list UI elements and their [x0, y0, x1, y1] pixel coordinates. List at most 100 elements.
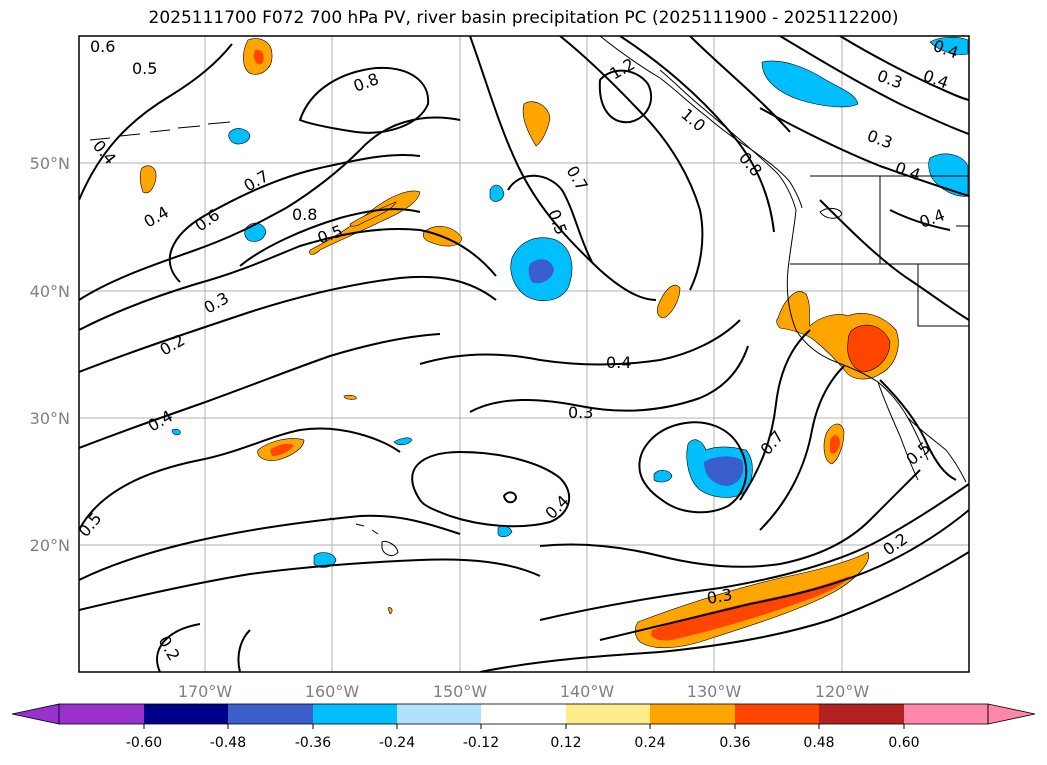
pv-contour [638, 421, 748, 514]
precip-blob [228, 128, 251, 145]
pv-contour [502, 491, 518, 504]
hawaii-islands [329, 517, 399, 556]
pv-contour [79, 227, 497, 331]
pv-contour [619, 36, 775, 233]
lat-label-50n: 50°N [30, 154, 70, 173]
colorbar-segment [397, 704, 481, 724]
contour-label: 0.6 [90, 37, 115, 56]
precip-blob [847, 324, 891, 373]
state-border [917, 264, 969, 327]
precip-blob [270, 443, 294, 456]
colorbar-segment [228, 704, 313, 724]
colorbar-tick-label: 0.36 [719, 735, 750, 751]
pv-contours [79, 36, 969, 672]
colorbar-segment [566, 704, 650, 724]
pv-contour [539, 469, 921, 568]
lon-label-150w: 150°W [433, 682, 488, 701]
lon-label-130w: 130°W [687, 682, 742, 701]
coastlines [89, 36, 969, 556]
colorbar-tick-label: 0.12 [550, 735, 581, 751]
longitude-labels: 170°W 160°W 150°W 140°W 130°W 120°W [178, 682, 870, 701]
precip-blob [830, 435, 840, 454]
coastline-baja [877, 381, 919, 481]
colorbar-min-extend [11, 703, 60, 725]
precip-blob [139, 165, 157, 194]
contour-label: 0.3 [568, 403, 593, 422]
pv-contour [759, 107, 969, 197]
coastline-bc [659, 69, 797, 211]
coastline-alaska-panhandle [599, 36, 803, 209]
colorbar-segment [481, 704, 566, 724]
precip-blob [522, 101, 551, 147]
pv-contour [559, 36, 704, 291]
colorbar-segment [313, 704, 397, 724]
colorbar-frame [58, 703, 989, 725]
pv-contour [79, 333, 441, 449]
pv-contour [168, 153, 421, 283]
pv-contour [79, 275, 497, 373]
pv-contour [779, 36, 969, 135]
precip-blob [489, 184, 505, 202]
colorbar-tick-label: -0.24 [379, 735, 415, 751]
colorbar-segment [735, 704, 819, 724]
lon-label-120w: 120°W [815, 682, 870, 701]
pv-contour [79, 514, 461, 581]
precip-blob [704, 456, 744, 486]
pv-contour [889, 209, 951, 231]
chart-title: 2025111700 F072 700 hPa PV, river basin … [148, 8, 899, 28]
colorbar-max-extend [987, 703, 1036, 725]
precip-blob [761, 60, 859, 108]
lon-label-160w: 160°W [305, 682, 360, 701]
colorbar-tick-label: 0.48 [803, 735, 834, 751]
colorbar-tick-label: 0.24 [634, 735, 665, 751]
pv-contour [298, 66, 430, 134]
pv-contour [599, 509, 969, 641]
pv-contour [598, 69, 653, 124]
precip-blob [928, 153, 969, 197]
contour-label: 0.8 [292, 205, 317, 224]
pv-contour [479, 551, 969, 672]
aleutian-islands [89, 121, 231, 141]
pv-contour [759, 365, 845, 531]
pv-contour [819, 199, 969, 321]
pv-contour [411, 450, 570, 528]
pv-contour [79, 427, 401, 531]
pv-contour [156, 623, 201, 672]
lake [819, 207, 843, 219]
pv-contour [419, 319, 741, 366]
precip-blob [393, 437, 413, 446]
colorbar-tick-label: -0.48 [210, 735, 246, 751]
pv-contour [507, 174, 593, 263]
pv-contour [689, 36, 791, 133]
colorbar-segment [59, 704, 144, 724]
contour-label: 0.5 [132, 59, 157, 78]
contour-label: 0.4 [606, 353, 631, 372]
colorbar-segment [650, 704, 735, 724]
contour-label: 0.3 [705, 585, 733, 608]
pv-contour [539, 483, 969, 621]
pv-contour [469, 345, 749, 413]
precip-blob [254, 49, 264, 65]
colorbar-tick-label: -0.60 [126, 735, 162, 751]
pv-contour [239, 208, 421, 267]
colorbar-tick-label: -0.36 [295, 735, 331, 751]
colorbar-segment [904, 704, 988, 724]
pv-contour [469, 36, 657, 301]
precip-blob [528, 259, 554, 284]
precip-blob [171, 428, 181, 436]
latitude-labels: 50°N 40°N 30°N 20°N [30, 154, 70, 555]
pv-contour [79, 558, 541, 611]
pv-contour [79, 43, 233, 201]
precip-blob [929, 36, 969, 55]
lat-label-30n: 30°N [30, 409, 70, 428]
pv-contour [879, 379, 957, 481]
precip-blob [387, 607, 393, 615]
pv-contour [839, 36, 969, 101]
lon-label-170w: 170°W [178, 682, 233, 701]
precip-blob [656, 284, 681, 319]
colorbar: -0.60 -0.48 -0.36 -0.24 -0.12 0.12 0.24 … [11, 703, 1036, 751]
pv-contour [237, 629, 251, 672]
colorbar-tick-label: 0.60 [888, 735, 919, 751]
precip-blob [653, 470, 673, 483]
